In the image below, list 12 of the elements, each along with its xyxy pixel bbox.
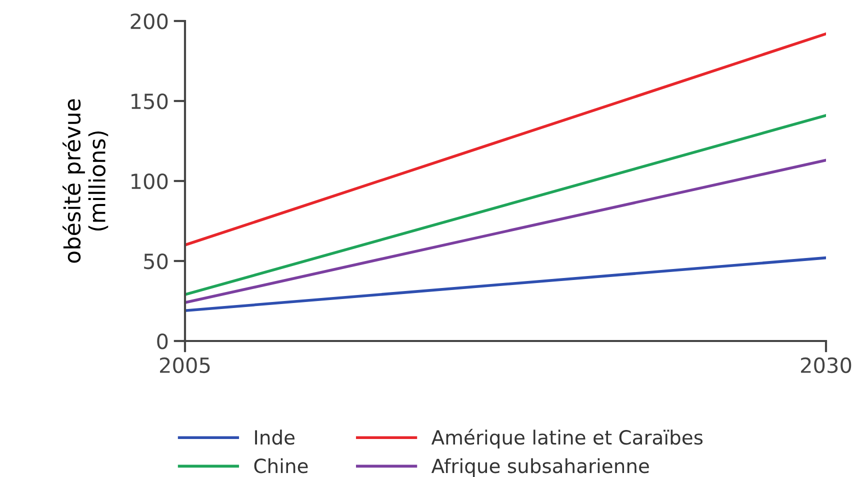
y-tick-label: 50 — [144, 253, 168, 270]
y-tick-label: 0 — [157, 333, 168, 350]
legend-label: Amérique latine et Caraïbes — [431, 428, 703, 448]
y-axis-title: obésité prévue (millions) — [62, 99, 108, 263]
x-tick-label: 2005 — [160, 357, 210, 374]
legend-label: Chine — [254, 458, 308, 474]
legend-label: Inde — [255, 430, 295, 445]
y-tick-label: 150 — [132, 93, 168, 110]
x-tick-label: 2030 — [801, 357, 852, 374]
y-tick-label: 200 — [130, 13, 168, 30]
y-tick-label: 100 — [132, 173, 168, 190]
legend-label: Afrique subsaharienne — [431, 458, 649, 477]
